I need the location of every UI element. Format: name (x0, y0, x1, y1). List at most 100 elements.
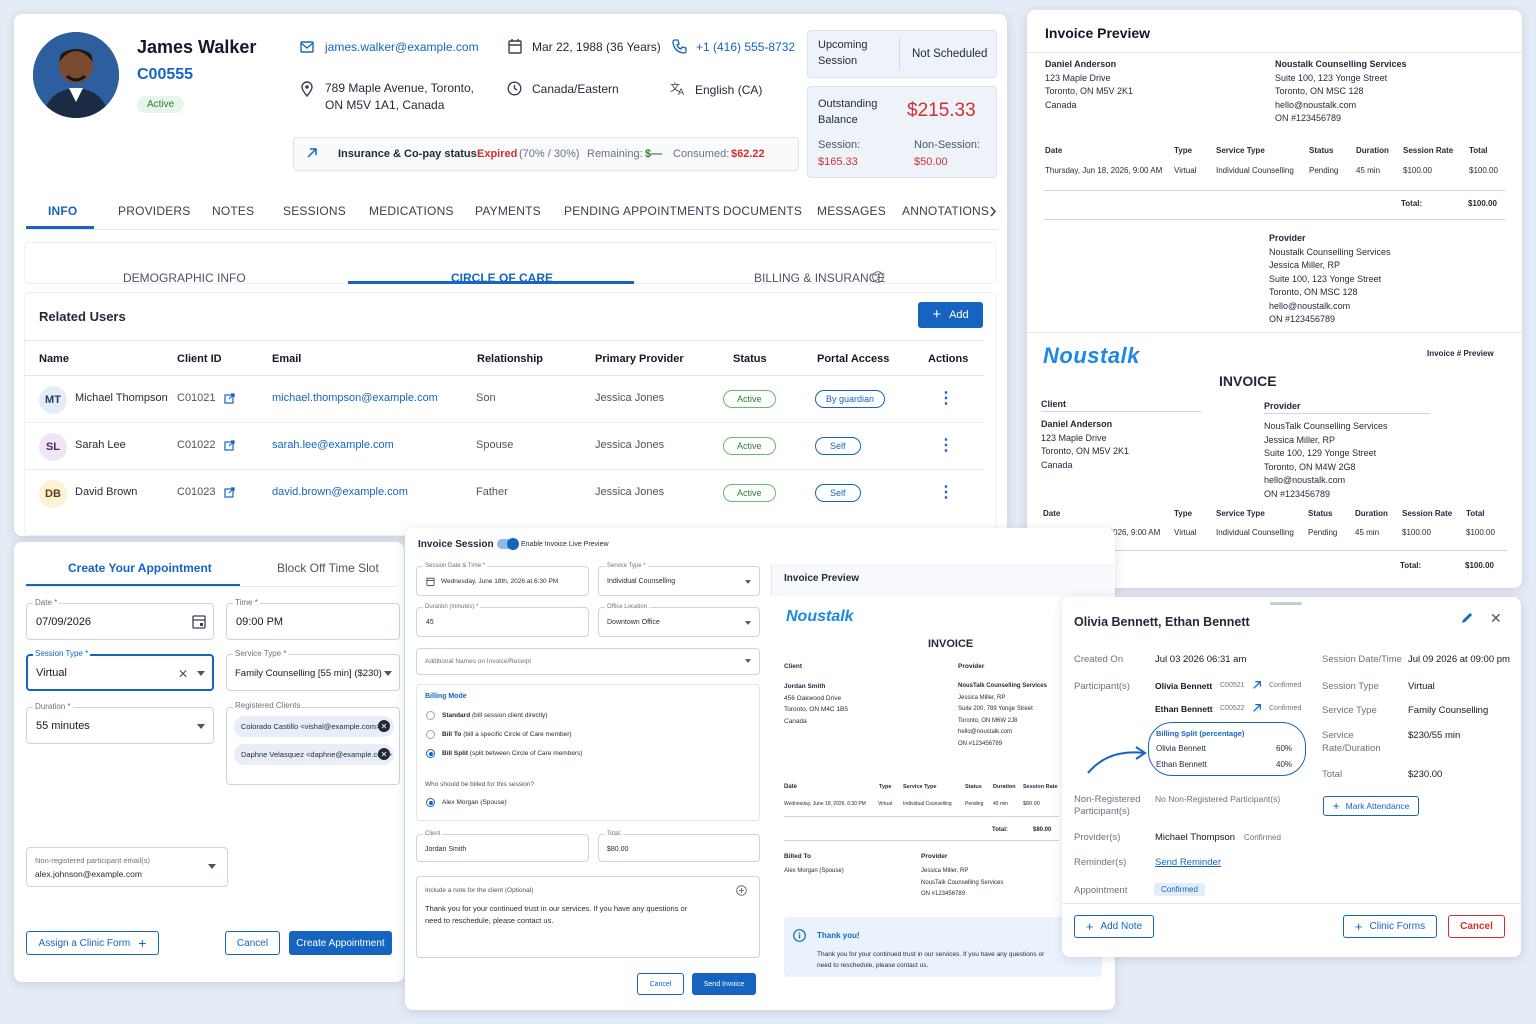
time-field[interactable] (226, 603, 400, 640)
related-users-title: Related Users (39, 309, 126, 324)
row-name[interactable]: Michael Thompson (75, 392, 168, 404)
drag-handle[interactable] (1270, 602, 1302, 605)
clinic-forms-button[interactable]: + Clinic Forms (1343, 915, 1437, 938)
th-service-type: Service Type (1216, 146, 1265, 155)
row-email[interactable]: david.brown@example.com (272, 486, 408, 498)
row-actions-kebab-icon[interactable]: ⋮ (938, 390, 954, 407)
radio-who-billed[interactable] (426, 798, 435, 807)
tab-info[interactable]: INFO (48, 204, 78, 218)
session-balance-label: Session: (818, 139, 861, 151)
clear-icon[interactable]: ✕ (178, 667, 189, 681)
chevron-down-icon[interactable] (208, 864, 216, 869)
additional-names-select[interactable] (416, 648, 760, 675)
toggle-knob (507, 538, 519, 550)
help-circle-icon[interactable]: ? (872, 271, 884, 283)
send-invoice-button[interactable]: Send Invoice (692, 973, 756, 995)
subtab-billing-insurance[interactable]: BILLING & INSURANCE (754, 271, 886, 285)
tab-create-appointment[interactable]: Create Your Appointment (68, 561, 212, 575)
edit-pencil-icon[interactable] (1460, 611, 1474, 625)
tab-sessions[interactable]: SESSIONS (283, 204, 346, 218)
client-field[interactable] (416, 834, 589, 862)
service-type-value: Individual Counselling (607, 578, 676, 585)
participant-name: Olivia Bennett (1155, 681, 1213, 691)
chevron-down-icon[interactable] (384, 671, 392, 676)
office-location-value: Downtown Office (607, 619, 660, 626)
row-actions-kebab-icon[interactable]: ⋮ (938, 484, 954, 501)
tab-block-off-time[interactable]: Block Off Time Slot (277, 561, 379, 575)
participant-name: Ethan Bennett (1155, 704, 1213, 714)
remove-chip-icon[interactable]: ✕ (378, 748, 390, 760)
client-phone[interactable]: +1 (416) 555-8732 (696, 40, 796, 54)
remove-chip-icon[interactable]: ✕ (378, 720, 390, 732)
total-field[interactable] (598, 834, 760, 862)
invoice-preview-title: Invoice Preview (1045, 25, 1151, 41)
close-icon[interactable]: ✕ (1490, 610, 1502, 626)
tab-notes[interactable]: NOTES (212, 204, 255, 218)
external-link-icon[interactable] (224, 393, 235, 404)
radio-bill-to[interactable] (426, 730, 435, 739)
chevron-down-icon[interactable] (745, 580, 751, 584)
row-portal-access[interactable]: Self (815, 437, 861, 455)
row-portal-access[interactable]: By guardian (815, 390, 886, 408)
external-link-icon[interactable] (224, 440, 235, 451)
row-divider (1041, 550, 1507, 551)
row-email[interactable]: michael.thompson@example.com (272, 392, 438, 404)
session-datetime-field[interactable] (416, 566, 589, 596)
tabs-chevron-right-icon[interactable] (989, 206, 997, 217)
duration-select[interactable] (26, 707, 214, 744)
chevron-down-icon[interactable] (745, 659, 751, 663)
add-related-user-button[interactable]: + Add (918, 302, 983, 328)
address-line-1: 789 Maple Avenue, Toronto, (325, 81, 475, 95)
insurance-split: (70% / 30%) (519, 148, 580, 160)
row-client-id: C01022 (177, 439, 216, 451)
client-chip (234, 716, 394, 737)
row-relationship: Spouse (476, 439, 514, 451)
external-link-icon[interactable] (1252, 680, 1262, 690)
external-link-icon[interactable] (1252, 703, 1262, 713)
chevron-down-icon[interactable] (197, 724, 205, 729)
tab-messages[interactable]: MESSAGES (817, 204, 886, 218)
avatar: MT (39, 386, 67, 414)
chevron-down-icon[interactable] (197, 671, 205, 676)
mark-attendance-button[interactable]: + Mark Attendance (1323, 796, 1419, 816)
cancel-button[interactable]: Cancel (637, 973, 684, 995)
tab-providers[interactable]: PROVIDERS (118, 204, 191, 218)
live-preview-toggle[interactable] (497, 538, 519, 550)
date-value: 07/09/2026 (36, 616, 92, 628)
subtab-demographic-info[interactable]: DEMOGRAPHIC INFO (123, 271, 246, 285)
cancel-button[interactable]: Cancel (225, 931, 280, 955)
tab-annotations[interactable]: ANNOTATIONS (902, 204, 990, 218)
external-link-icon[interactable] (224, 487, 235, 498)
tab-pending-appointments[interactable]: PENDING APPOINTMENTS (564, 204, 721, 218)
date-field[interactable] (26, 603, 214, 640)
col-email: Email (272, 353, 302, 365)
client-note-field[interactable] (416, 876, 760, 958)
add-circle-icon[interactable] (736, 885, 747, 896)
chevron-down-icon[interactable] (745, 621, 751, 625)
create-appointment-button[interactable]: Create Appointment (289, 931, 392, 955)
radio-bill-split[interactable] (426, 749, 435, 758)
duration-field[interactable] (416, 607, 589, 637)
row-actions-kebab-icon[interactable]: ⋮ (938, 437, 954, 454)
session-type-select[interactable] (26, 654, 214, 691)
client-email[interactable]: james.walker@example.com (325, 40, 479, 54)
assign-clinic-form-button[interactable]: Assign a Clinic Form + (26, 931, 159, 955)
row-email[interactable]: sarah.lee@example.com (272, 439, 394, 451)
consumed-value: $62.22 (731, 148, 765, 160)
office-location-select[interactable] (598, 607, 760, 637)
td-total: $100.00 (1469, 166, 1498, 175)
add-note-button[interactable]: + Add Note (1074, 915, 1154, 938)
row-portal-access[interactable]: Self (815, 484, 861, 502)
send-reminder-link[interactable]: Send Reminder (1155, 857, 1222, 868)
radio-standard[interactable] (426, 711, 435, 720)
tab-documents[interactable]: DOCUMENTS (723, 204, 803, 218)
service-type-select[interactable] (226, 654, 400, 691)
calendar-icon[interactable] (192, 614, 206, 629)
service-type-select[interactable] (598, 566, 760, 596)
tab-medications[interactable]: MEDICATIONS (369, 204, 454, 218)
row-name[interactable]: David Brown (75, 486, 138, 498)
tab-payments[interactable]: PAYMENTS (475, 204, 541, 218)
cancel-appointment-button[interactable]: Cancel (1448, 915, 1505, 938)
nonregistered-email-field[interactable] (26, 847, 228, 887)
row-name[interactable]: Sarah Lee (75, 439, 126, 451)
